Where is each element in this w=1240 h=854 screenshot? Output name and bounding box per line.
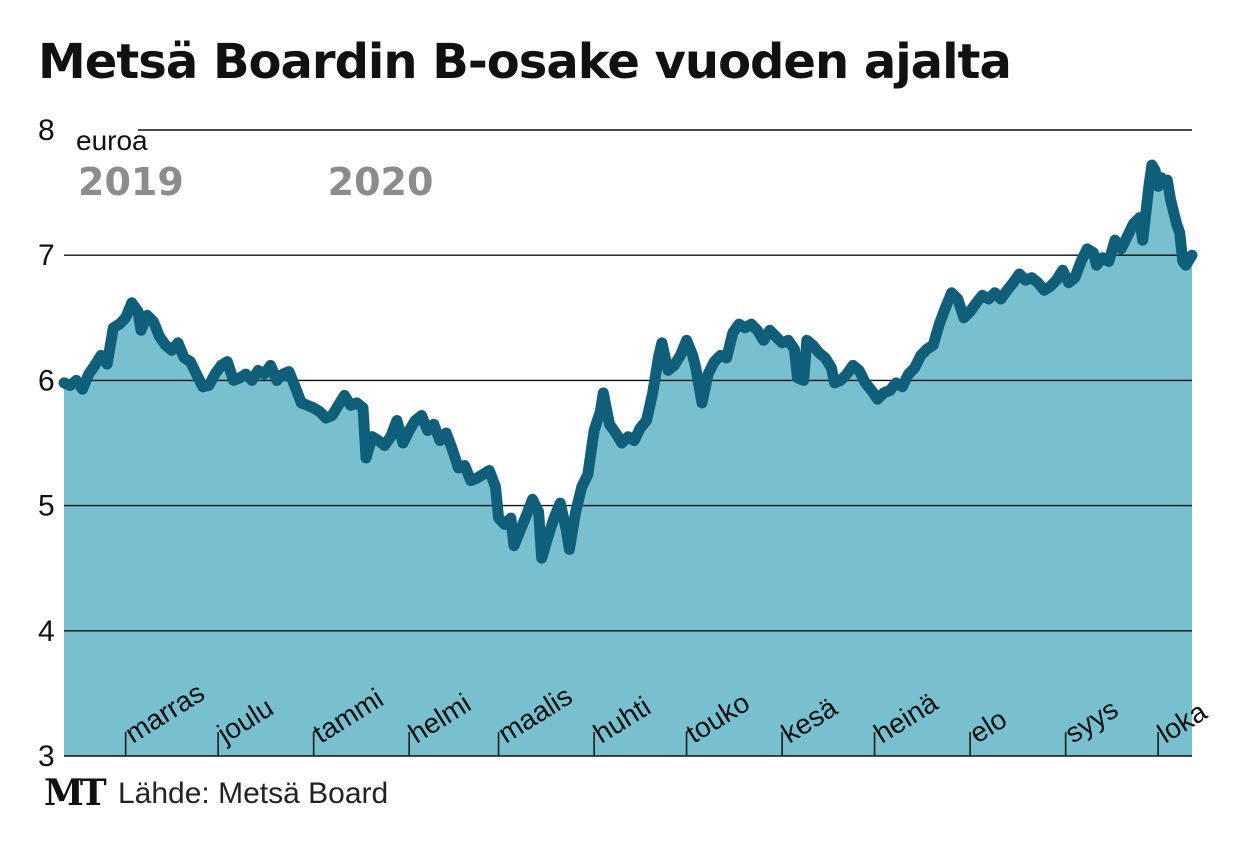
area-layer <box>64 165 1192 757</box>
y-tick-label: 3 <box>38 740 55 773</box>
year-label: 2020 <box>328 160 434 204</box>
chart-title: Metsä Boardin B-osake vuoden ajalta <box>38 34 1012 90</box>
source-note: Lähde: Metsä Board <box>118 777 389 810</box>
y-unit-label: euroa <box>76 125 148 156</box>
y-tick-label: 6 <box>38 364 55 397</box>
price-area <box>64 165 1192 757</box>
price-line <box>58 159 1198 564</box>
year-label: 2019 <box>78 160 184 204</box>
y-tick-label: 7 <box>38 239 55 272</box>
y-tick-label: 8 <box>38 114 55 147</box>
line-layer <box>58 159 1198 564</box>
y-tick-label: 4 <box>38 615 55 648</box>
mt-logo: MT <box>44 772 107 814</box>
y-tick-label: 5 <box>38 490 55 523</box>
